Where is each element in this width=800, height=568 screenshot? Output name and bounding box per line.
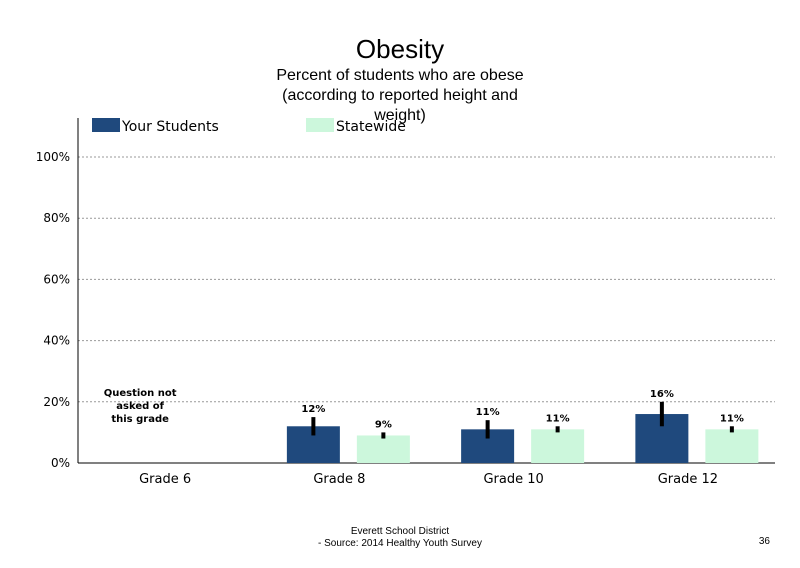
- data-label: 11%: [546, 413, 570, 424]
- data-label: 11%: [476, 407, 500, 418]
- data-label: 16%: [650, 389, 674, 400]
- chart-title: Obesity: [355, 34, 445, 64]
- y-tick-label: 60%: [43, 272, 70, 286]
- bar: [531, 429, 585, 463]
- y-tick-label: 20%: [43, 395, 70, 409]
- page-number: 36: [758, 536, 770, 547]
- category-label: Grade 12: [658, 472, 718, 487]
- data-label: 11%: [720, 413, 744, 424]
- slide-footer: Everett School District - Source: 2014 H…: [250, 526, 550, 550]
- footer-source: - Source: 2014 Healthy Youth Survey: [318, 538, 482, 549]
- note-text: this grade: [111, 414, 169, 425]
- category-label: Grade 6: [139, 472, 191, 487]
- chart-subtitle: Percent of students who are obese (accor…: [250, 66, 550, 126]
- subtitle-line-3: weight): [374, 107, 426, 124]
- note-text: Question not: [104, 388, 177, 399]
- data-label: 9%: [375, 419, 392, 430]
- footer-district: Everett School District: [350, 526, 450, 537]
- subtitle-line-2: (according to reported height and: [282, 87, 518, 104]
- legend-label: Your Students: [121, 119, 219, 135]
- category-label: Grade 8: [313, 472, 365, 487]
- y-tick-label: 80%: [43, 211, 70, 225]
- y-tick-label: 100%: [36, 150, 70, 164]
- y-tick-label: 40%: [43, 334, 70, 348]
- bar: [705, 429, 759, 463]
- legend-swatch: [92, 118, 120, 132]
- note-text: asked of: [116, 401, 164, 412]
- bar: [356, 435, 410, 463]
- y-tick-label: 0%: [51, 456, 70, 470]
- data-label: 12%: [301, 404, 325, 415]
- subtitle-line-1: Percent of students who are obese: [276, 67, 524, 84]
- legend-label: Statewide: [336, 119, 406, 135]
- category-label: Grade 10: [483, 472, 543, 487]
- legend-swatch: [306, 118, 334, 132]
